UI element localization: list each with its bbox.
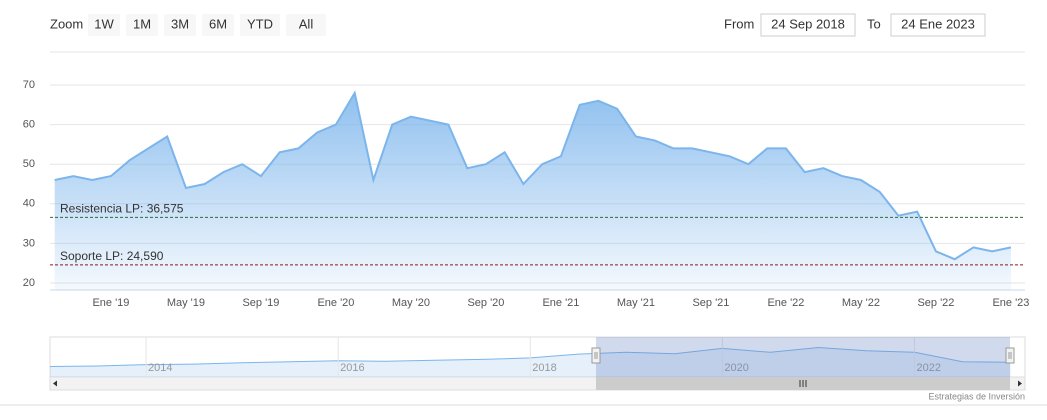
from-label: From xyxy=(724,16,754,31)
navigator-tick-label: 2018 xyxy=(532,362,556,374)
x-tick-label: May '22 xyxy=(842,297,880,309)
zoom-button[interactable] xyxy=(240,14,280,36)
navigator-tick-label: 2022 xyxy=(917,362,941,374)
navigator-tick-label: 2016 xyxy=(340,362,364,374)
x-tick-label: Ene '21 xyxy=(542,297,579,309)
y-tick-label: 50 xyxy=(23,158,35,170)
zoom-button-label[interactable]: 6M xyxy=(209,16,227,31)
price-line xyxy=(54,90,1012,261)
handle-grip xyxy=(1008,352,1012,359)
navigator-handle[interactable] xyxy=(591,347,601,364)
handle-grip xyxy=(594,352,598,359)
plot-line-label: Soporte LP: 24,590 xyxy=(60,249,164,263)
x-tick-label: Ene '22 xyxy=(767,297,804,309)
area-fill xyxy=(54,92,1011,291)
zoom-button[interactable] xyxy=(286,14,326,36)
grip xyxy=(799,380,807,387)
x-tick-label: Sep '22 xyxy=(917,297,954,309)
plot-line-label: Resistencia LP: 36,575 xyxy=(60,202,184,216)
zoom-button-label[interactable]: All xyxy=(299,16,314,31)
zoom-button[interactable] xyxy=(126,14,158,36)
from-value[interactable]: 24 Sep 2018 xyxy=(771,16,845,31)
zoom-button-label[interactable]: 1M xyxy=(133,16,151,31)
navigator-tick-label: 2020 xyxy=(724,362,748,374)
zoom-button-label[interactable]: 3M xyxy=(171,16,189,31)
x-tick-label: Ene '23 xyxy=(992,297,1029,309)
to-input[interactable] xyxy=(890,13,986,37)
to-label: To xyxy=(867,16,881,31)
y-tick-label: 30 xyxy=(23,237,35,249)
navigator-selection[interactable] xyxy=(596,337,1010,377)
navigator-tick-label: 2014 xyxy=(148,362,172,374)
x-tick-label: Sep '21 xyxy=(692,297,729,309)
x-tick-label: Sep '19 xyxy=(242,297,279,309)
y-tick-label: 20 xyxy=(23,277,35,289)
y-tick-label: 60 xyxy=(23,119,35,131)
x-tick-label: May '20 xyxy=(392,297,430,309)
zoom-button[interactable] xyxy=(164,14,196,36)
from-input[interactable] xyxy=(760,13,856,37)
credits: Estrategias de Inversión xyxy=(928,391,1025,401)
x-tick-label: Sep '20 xyxy=(467,297,504,309)
x-tick-label: Ene '20 xyxy=(317,297,354,309)
y-tick-label: 40 xyxy=(23,198,35,210)
x-tick-label: May '19 xyxy=(167,297,205,309)
navigator-handle[interactable] xyxy=(1005,347,1015,364)
zoom-button[interactable] xyxy=(202,14,234,36)
zoom-label: Zoom xyxy=(50,16,83,31)
x-tick-label: May '21 xyxy=(617,297,655,309)
zoom-button-label[interactable]: 1W xyxy=(94,16,114,31)
zoom-button-label[interactable]: YTD xyxy=(247,16,273,31)
y-tick-label: 70 xyxy=(23,79,35,91)
x-tick-label: Ene '19 xyxy=(92,297,129,309)
zoom-button[interactable] xyxy=(88,14,120,36)
to-value[interactable]: 24 Ene 2023 xyxy=(901,16,975,31)
